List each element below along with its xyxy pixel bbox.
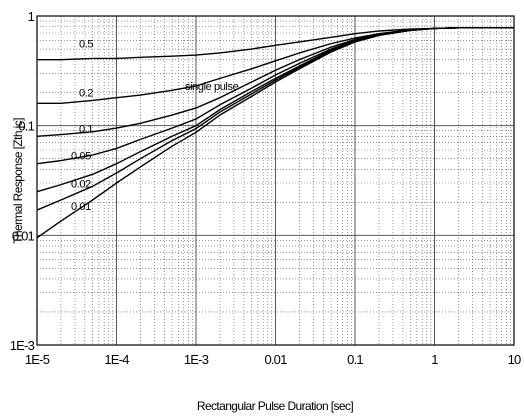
curve-label: 0.02 [71,179,91,191]
x-tick-label: 1 [431,352,438,367]
curve-label: 0.5 [79,39,93,51]
x-tick-labels: 1E-5 1E-4 1E-3 0.01 0.1 1 10 [25,352,522,367]
plot-frame [36,15,515,346]
x-tick-label: 10 [508,352,521,367]
x-tick-label: 1E-3 [184,352,209,367]
minor-grid [37,16,514,345]
curves [36,27,514,239]
curve-labels: 0.5 0.2 0.1 0.05 0.02 0.01 single pulse [71,39,239,213]
curve-label: 0.05 [71,151,91,163]
x-axis-label: Rectangular Pulse Duration [sec] [197,399,353,413]
y-tick-label: 1E-3 [10,338,35,353]
y-axis-label: Thermal Response [Zth jc] [11,118,25,244]
x-tick-label: 0.1 [347,352,363,367]
y-tick-label: 1 [28,9,35,24]
y-tick-labels: 1E-3 0.01 0.1 1 [10,9,36,353]
curve-label: 0.2 [79,87,93,99]
y-tick-label: 0.01 [12,228,35,243]
curve-label: single pulse [185,81,239,93]
curve-label: 0.1 [79,123,93,135]
x-tick-label: 0.01 [264,352,287,367]
series-line [36,27,514,239]
x-tick-label: 1E-4 [104,352,129,367]
x-tick-label: 1E-5 [25,352,50,367]
curve-label: 0.01 [71,201,91,213]
y-tick-label: 0.1 [18,119,34,134]
